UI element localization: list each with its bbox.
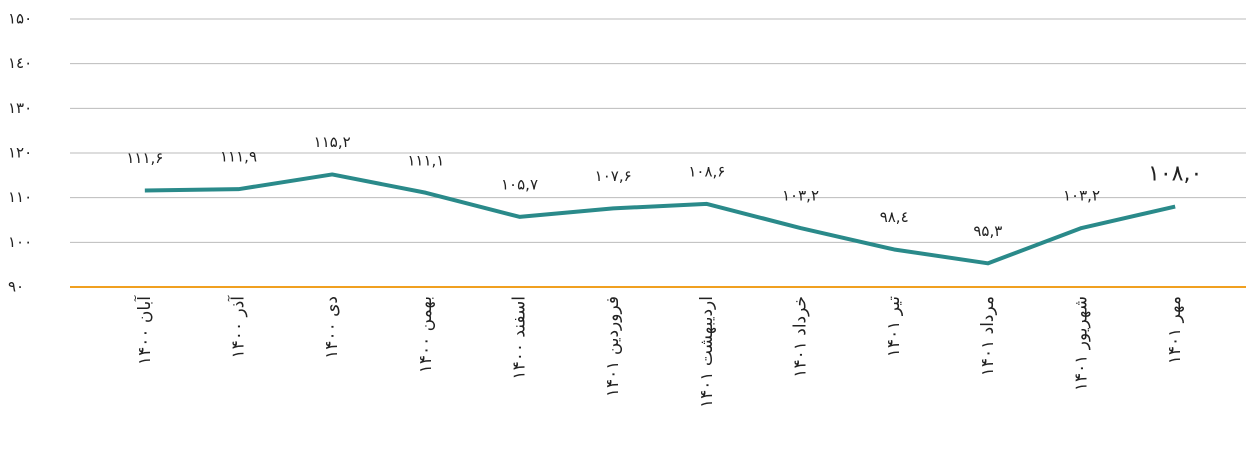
data-label: ۱۰۸,۶ — [688, 162, 725, 180]
data-label: ۱۱۱,۶ — [126, 149, 163, 167]
data-label: ۱۱۱,۱ — [407, 151, 444, 169]
data-label: ۱۰۸,۰ — [1148, 162, 1202, 187]
x-tick-label: آذر ۱۴۰۰ — [227, 295, 249, 359]
data-label: ۹۸,٤ — [880, 208, 909, 226]
y-tick-label: ۱٤۰ — [8, 54, 32, 72]
data-label: ۱۰۵,۷ — [501, 175, 538, 193]
data-label: ۹۵,۳ — [973, 222, 1002, 240]
data-label: ۱۱۱,۹ — [220, 148, 257, 166]
x-tick-label: خرداد ۱۴۰۱ — [791, 296, 811, 378]
data-label: ۱۰۷,۶ — [595, 167, 632, 185]
line — [144, 172, 1176, 266]
x-tick-label: دی ۱۴۰۰ — [322, 296, 342, 359]
x-tick-label: اسفند ۱۴۰۰ — [510, 296, 530, 380]
y-tick-label: ۱۵۰ — [8, 10, 32, 28]
x-tick-label: مهر ۱۴۰۱ — [1165, 296, 1185, 364]
x-tick-label: شهریور ۱۴۰۱ — [1072, 296, 1092, 391]
data-label: ۱۰۳,۲ — [782, 187, 819, 205]
data-label: ۱۰۳,۲ — [1063, 187, 1100, 205]
x-tick-label: اردیبهشت ۱۴۰۱ — [697, 296, 717, 408]
x-tick-label: تیر ۱۴۰۱ — [884, 296, 904, 357]
y-tick-label: ۱۱۰ — [8, 188, 32, 206]
x-tick-label: بهمن ۱۴۰۰ — [416, 296, 436, 373]
y-tick-label: ۹۰ — [8, 278, 24, 296]
y-tick-label: ۱۲۰ — [8, 144, 32, 162]
data-label: ۱۱۵,۲ — [314, 133, 351, 151]
x-tick-label: آبان ۱۴۰۰ — [133, 295, 155, 365]
x-tick-label: فروردین ۱۴۰۱ — [603, 296, 623, 397]
y-tick-label: ۱۰۰ — [8, 233, 32, 251]
y-tick-label: ۱۳۰ — [8, 99, 32, 117]
x-tick-label: مرداد ۱۴۰۱ — [978, 296, 998, 376]
